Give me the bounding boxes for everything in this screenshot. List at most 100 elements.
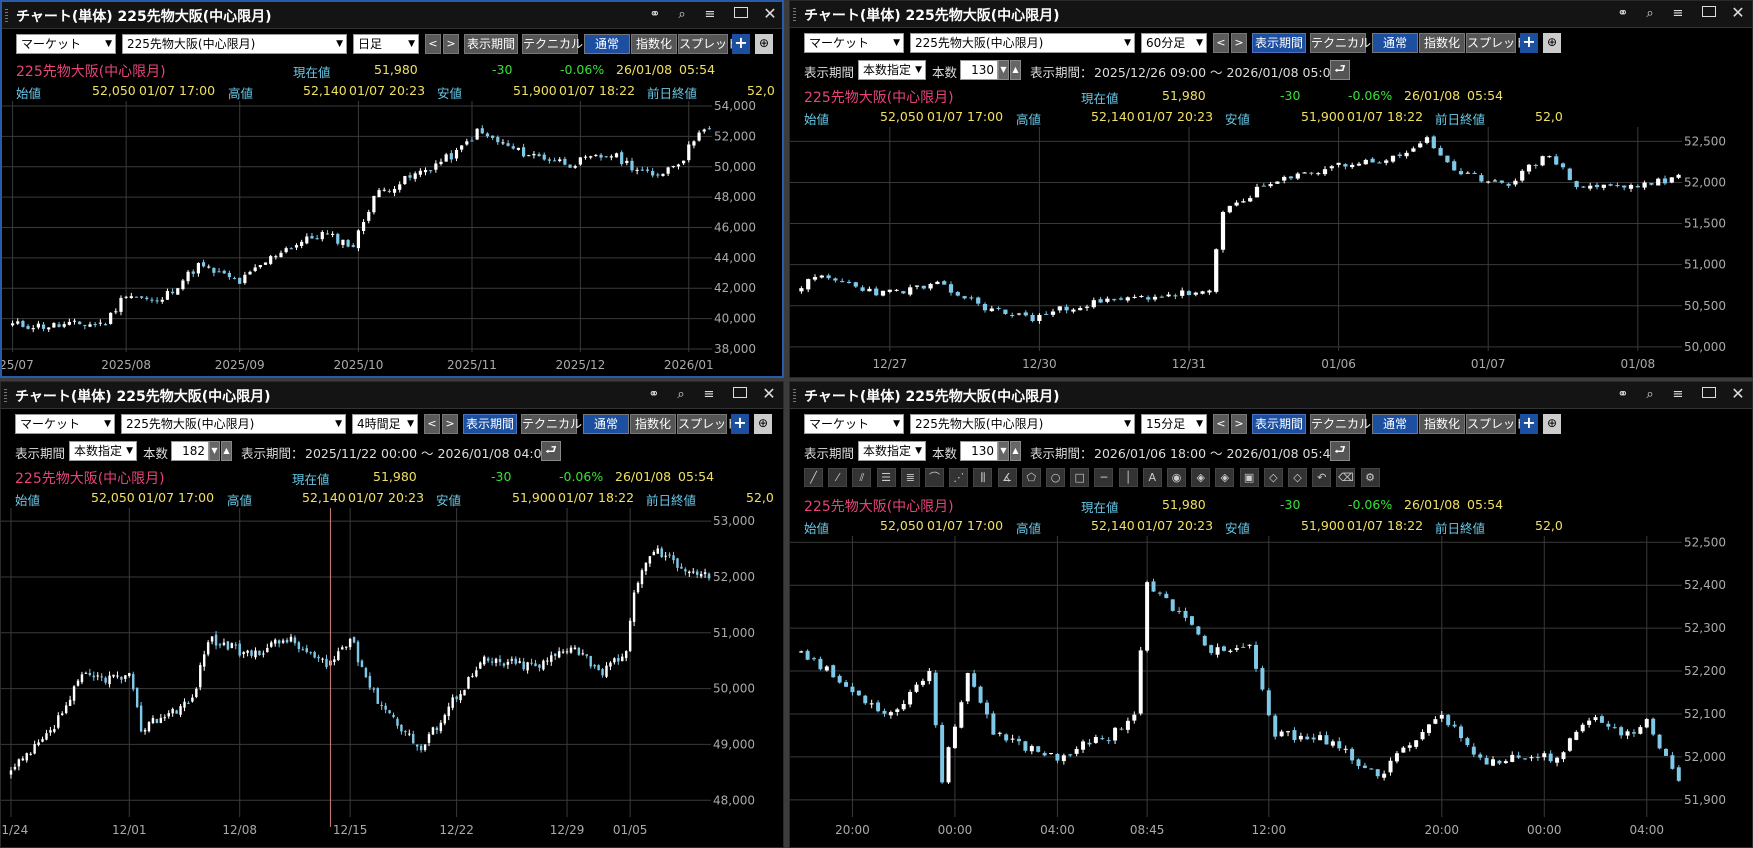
- index-button[interactable]: 指数化: [1419, 414, 1465, 434]
- prev-button[interactable]: <: [424, 414, 440, 434]
- link-icon[interactable]: ⚭: [1617, 6, 1629, 21]
- index-button[interactable]: 指数化: [1419, 33, 1465, 53]
- search-icon[interactable]: ⌕: [1646, 387, 1654, 402]
- menu-icon[interactable]: ≡: [703, 387, 715, 402]
- spread-button[interactable]: スプレッド: [678, 34, 739, 54]
- reset-icon[interactable]: ⮐: [1330, 441, 1350, 461]
- drawing-tool-icon[interactable]: ⬠: [1021, 468, 1041, 487]
- drawing-tool-icon[interactable]: ◈: [1215, 468, 1235, 487]
- drawing-tool-icon[interactable]: A: [1142, 468, 1162, 487]
- panel-title-bar[interactable]: チャート(単体) 225先物大阪(中心限月) ⚭ ⌕ ≡ ✕: [1, 382, 783, 409]
- drawing-tool-icon[interactable]: ⌒: [925, 468, 944, 487]
- count-up-icon[interactable]: ▲: [221, 441, 232, 461]
- search-icon[interactable]: ⌕: [677, 387, 685, 402]
- close-icon[interactable]: ✕: [762, 384, 776, 403]
- drawing-tool-icon[interactable]: ⚙: [1360, 468, 1380, 487]
- link-icon[interactable]: ⚭: [649, 7, 661, 22]
- drawing-tool-icon[interactable]: ▣: [1239, 468, 1259, 487]
- zoom-icon[interactable]: ⊕: [755, 34, 773, 54]
- spread-button[interactable]: スプレッド: [1466, 33, 1527, 53]
- search-icon[interactable]: ⌕: [678, 7, 686, 22]
- drawing-tool-icon[interactable]: ⫽: [852, 468, 872, 487]
- count-mode-select[interactable]: 本数指定 ▼: [858, 60, 926, 80]
- drawing-tool-icon[interactable]: ∡: [997, 468, 1017, 487]
- panel-title-bar[interactable]: チャート(単体) 225先物大阪(中心限月) ⚭ ⌕ ≡ ✕: [790, 382, 1752, 409]
- next-button[interactable]: >: [443, 34, 459, 54]
- interval-select[interactable]: 15分足 ▼: [1141, 414, 1207, 434]
- period-button[interactable]: 表示期間: [463, 414, 517, 434]
- count-input[interactable]: 130: [960, 60, 998, 80]
- market-select[interactable]: マーケット ▼: [804, 414, 904, 434]
- search-icon[interactable]: ⌕: [1646, 6, 1654, 21]
- close-icon[interactable]: ✕: [1731, 384, 1745, 403]
- count-input[interactable]: 130: [960, 441, 998, 461]
- drawing-tool-icon[interactable]: ⁄: [828, 468, 848, 487]
- add-icon[interactable]: +: [731, 414, 749, 434]
- drawing-tool-icon[interactable]: ⌫: [1336, 468, 1356, 487]
- drawing-tool-icon[interactable]: ─: [1094, 468, 1114, 487]
- market-select[interactable]: マーケット ▼: [804, 33, 904, 53]
- period-button[interactable]: 表示期間: [464, 34, 518, 54]
- drawing-tool-icon[interactable]: ◈: [1191, 468, 1211, 487]
- link-icon[interactable]: ⚭: [648, 387, 660, 402]
- spread-button[interactable]: スプレッド: [677, 414, 738, 434]
- add-icon[interactable]: +: [1520, 33, 1538, 53]
- normal-button[interactable]: 通常: [584, 34, 630, 54]
- add-icon[interactable]: +: [732, 34, 750, 54]
- price-chart[interactable]: 53,000 52,000 51,000 50,000 49,000 48,000 11/2…: [1, 508, 784, 848]
- reset-icon[interactable]: ⮐: [541, 441, 561, 461]
- drawing-tool-icon[interactable]: ⫼: [973, 468, 993, 487]
- panel-title-bar[interactable]: チャート(単体) 225先物大阪(中心限月) ⚭ ⌕ ≡ ✕: [790, 1, 1752, 28]
- drag-grip-icon[interactable]: [4, 389, 7, 403]
- interval-select[interactable]: 60分足 ▼: [1141, 33, 1207, 53]
- maximize-icon[interactable]: [734, 7, 748, 18]
- price-chart[interactable]: 52,500 52,400 52,300 52,200 52,100 52,000 51,9…: [790, 536, 1753, 848]
- count-down-icon[interactable]: ▼: [998, 60, 1009, 80]
- next-button[interactable]: >: [442, 414, 458, 434]
- count-down-icon[interactable]: ▼: [209, 441, 220, 461]
- drawing-tool-icon[interactable]: ⋰: [949, 468, 969, 487]
- zoom-icon[interactable]: ⊕: [1543, 33, 1561, 53]
- interval-select[interactable]: 日足 ▼: [353, 34, 419, 54]
- count-input[interactable]: 182: [171, 441, 209, 461]
- close-icon[interactable]: ✕: [763, 4, 777, 23]
- zoom-icon[interactable]: ⊕: [1543, 414, 1561, 434]
- drag-grip-icon[interactable]: [793, 389, 796, 403]
- instrument-select[interactable]: 225先物大阪(中心限月) ▼: [122, 34, 347, 54]
- drawing-tool-icon[interactable]: ◇: [1263, 468, 1283, 487]
- next-button[interactable]: >: [1231, 33, 1247, 53]
- add-icon[interactable]: +: [1520, 414, 1538, 434]
- drag-grip-icon[interactable]: [5, 9, 8, 23]
- interval-select[interactable]: 4時間足 ▼: [352, 414, 418, 434]
- price-chart[interactable]: 54,000 52,000 50,000 48,000 46,000 44,000 42,0…: [2, 101, 784, 378]
- drawing-tool-icon[interactable]: ╱: [804, 468, 823, 487]
- drawing-tool-icon[interactable]: □: [1070, 468, 1090, 487]
- price-chart[interactable]: 52,500 52,000 51,500 51,000 50,500 50,000 12/2…: [790, 127, 1753, 378]
- technical-button[interactable]: テクニカル: [1310, 414, 1371, 434]
- menu-icon[interactable]: ≡: [1672, 6, 1684, 21]
- drawing-tool-icon[interactable]: ↶: [1312, 468, 1332, 487]
- drawing-tool-icon[interactable]: ○: [1046, 468, 1065, 487]
- technical-button[interactable]: テクニカル: [521, 414, 582, 434]
- technical-button[interactable]: テクニカル: [522, 34, 583, 54]
- index-button[interactable]: 指数化: [630, 414, 676, 434]
- prev-button[interactable]: <: [1213, 414, 1229, 434]
- count-mode-select[interactable]: 本数指定 ▼: [69, 441, 137, 461]
- prev-button[interactable]: <: [425, 34, 441, 54]
- instrument-select[interactable]: 225先物大阪(中心限月) ▼: [910, 414, 1135, 434]
- market-select[interactable]: マーケット ▼: [15, 414, 115, 434]
- zoom-icon[interactable]: ⊕: [754, 414, 772, 434]
- link-icon[interactable]: ⚭: [1617, 387, 1629, 402]
- drag-grip-icon[interactable]: [793, 8, 796, 22]
- index-button[interactable]: 指数化: [631, 34, 677, 54]
- normal-button[interactable]: 通常: [1372, 414, 1418, 434]
- drawing-tool-icon[interactable]: ◉: [1167, 468, 1186, 487]
- maximize-icon[interactable]: [1702, 387, 1716, 398]
- drawing-tool-icon[interactable]: ◇: [1288, 468, 1307, 487]
- normal-button[interactable]: 通常: [583, 414, 629, 434]
- close-icon[interactable]: ✕: [1731, 3, 1745, 22]
- next-button[interactable]: >: [1231, 414, 1247, 434]
- instrument-select[interactable]: 225先物大阪(中心限月) ▼: [121, 414, 346, 434]
- period-button[interactable]: 表示期間: [1252, 414, 1306, 434]
- drawing-tool-icon[interactable]: ≣: [900, 468, 920, 487]
